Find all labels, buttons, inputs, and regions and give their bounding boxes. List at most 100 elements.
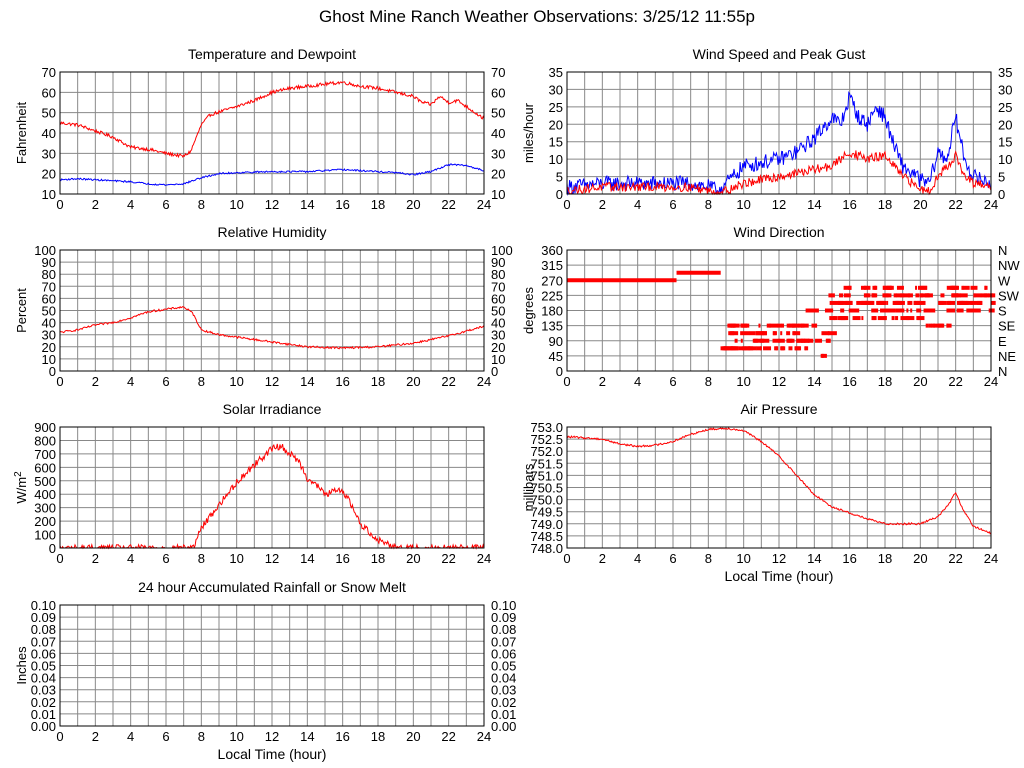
- direction-point: [946, 300, 956, 305]
- direction-point: [787, 338, 795, 343]
- y-tick-label: 0: [49, 364, 56, 379]
- direction-point: [974, 293, 982, 298]
- direction-point: [800, 323, 809, 328]
- direction-point: [828, 308, 834, 313]
- direction-point: [793, 331, 801, 336]
- direction-point: [865, 300, 874, 305]
- direction-point: [811, 323, 817, 328]
- direction-point: [722, 346, 725, 351]
- x-tick-label: 18: [878, 374, 892, 389]
- y-tick-label: 20: [42, 340, 56, 355]
- direction-point: [956, 293, 961, 298]
- y-tick-label-right: 30: [491, 328, 505, 343]
- direction-point: [734, 338, 738, 343]
- direction-point: [759, 346, 762, 351]
- x-tick-label: 4: [127, 551, 134, 566]
- x-tick-label: 2: [92, 551, 99, 566]
- direction-point: [946, 285, 952, 290]
- direction-point: [895, 293, 902, 298]
- y-tick-label: 15: [549, 135, 563, 150]
- x-tick-label: 22: [948, 374, 962, 389]
- y-tick-label-right: 20: [491, 340, 505, 355]
- y-tick-label-right: 100: [491, 243, 513, 258]
- direction-point: [781, 323, 785, 328]
- direction-point: [736, 346, 739, 351]
- x-tick-label: 10: [229, 197, 243, 212]
- direction-point: [880, 308, 888, 313]
- direction-point: [860, 300, 869, 305]
- direction-point: [886, 300, 889, 305]
- x-tick-label: 18: [371, 197, 385, 212]
- direction-point: [938, 300, 947, 305]
- y-tick-label-right: 40: [491, 126, 505, 141]
- chart-title: Wind Speed and Peak Gust: [693, 46, 866, 62]
- plot-frame: [59, 71, 485, 195]
- y-tick-label: 10: [42, 187, 56, 202]
- compass-label: S: [998, 304, 1007, 319]
- direction-point: [786, 323, 791, 328]
- x-tick-label: 2: [599, 374, 606, 389]
- direction-point: [766, 323, 771, 328]
- x-tick-label: 22: [948, 197, 962, 212]
- x-tick-label: 4: [634, 197, 641, 212]
- y-tick-label: 50: [42, 106, 56, 121]
- x-tick-label: 16: [842, 551, 856, 566]
- y-tick-label-right: 40: [491, 316, 505, 331]
- x-tick-label: 8: [198, 551, 205, 566]
- series-line: [59, 163, 485, 186]
- y-tick-label: 10: [42, 352, 56, 367]
- direction-point: [723, 346, 731, 351]
- direction-point: [946, 323, 949, 328]
- x-tick-label: 14: [807, 197, 821, 212]
- direction-point: [795, 346, 802, 351]
- plot-frame: [566, 71, 992, 195]
- x-tick-label: 20: [406, 551, 420, 566]
- direction-point: [877, 316, 887, 321]
- y-tick-label-right: 0.04: [491, 671, 516, 686]
- chart-title: Solar Irradiance: [223, 401, 322, 417]
- x-tick-label: 12: [265, 374, 279, 389]
- y-tick-label: 90: [549, 334, 563, 349]
- y-axis-label: W/m2: [13, 471, 29, 504]
- y-tick-label-right: 0.00: [491, 719, 516, 734]
- y-tick-label-right: 0.05: [491, 659, 516, 674]
- chart-title: Wind Direction: [733, 224, 824, 240]
- direction-point: [946, 323, 952, 328]
- direction-point: [864, 293, 871, 298]
- x-tick-label: 20: [913, 374, 927, 389]
- direction-point: [915, 293, 920, 298]
- x-tick-label: 0: [563, 197, 570, 212]
- direction-point: [829, 300, 839, 305]
- y-tick-label-right: 20: [998, 117, 1012, 132]
- direction-point: [871, 316, 876, 321]
- direction-point: [837, 316, 847, 321]
- y-tick-label: 753.0: [530, 420, 563, 435]
- y-tick-label: 900: [34, 420, 56, 435]
- x-tick-label: 4: [127, 197, 134, 212]
- direction-point: [947, 308, 956, 313]
- direction-point: [815, 323, 818, 328]
- y-tick-label: 0.08: [31, 622, 56, 637]
- direction-point: [798, 323, 803, 328]
- y-axis-label: Fahrenheit: [14, 102, 29, 165]
- x-tick-label: 24: [477, 374, 491, 389]
- direction-point: [788, 346, 793, 351]
- direction-point: [961, 285, 964, 290]
- direction-point: [825, 338, 831, 343]
- y-tick-label-right: 0.02: [491, 695, 516, 710]
- direction-point: [727, 323, 735, 328]
- y-tick-label: 0.03: [31, 683, 56, 698]
- direction-point: [829, 316, 838, 321]
- direction-point: [820, 353, 824, 358]
- y-tick-label: 30: [549, 82, 563, 97]
- direction-point: [896, 300, 903, 305]
- x-tick-label: 2: [599, 197, 606, 212]
- direction-point: [925, 323, 929, 328]
- x-tick-label: 0: [56, 374, 63, 389]
- direction-point: [893, 293, 897, 298]
- y-tick-label: 751.0: [530, 468, 563, 483]
- y-tick-label: 700: [34, 447, 56, 462]
